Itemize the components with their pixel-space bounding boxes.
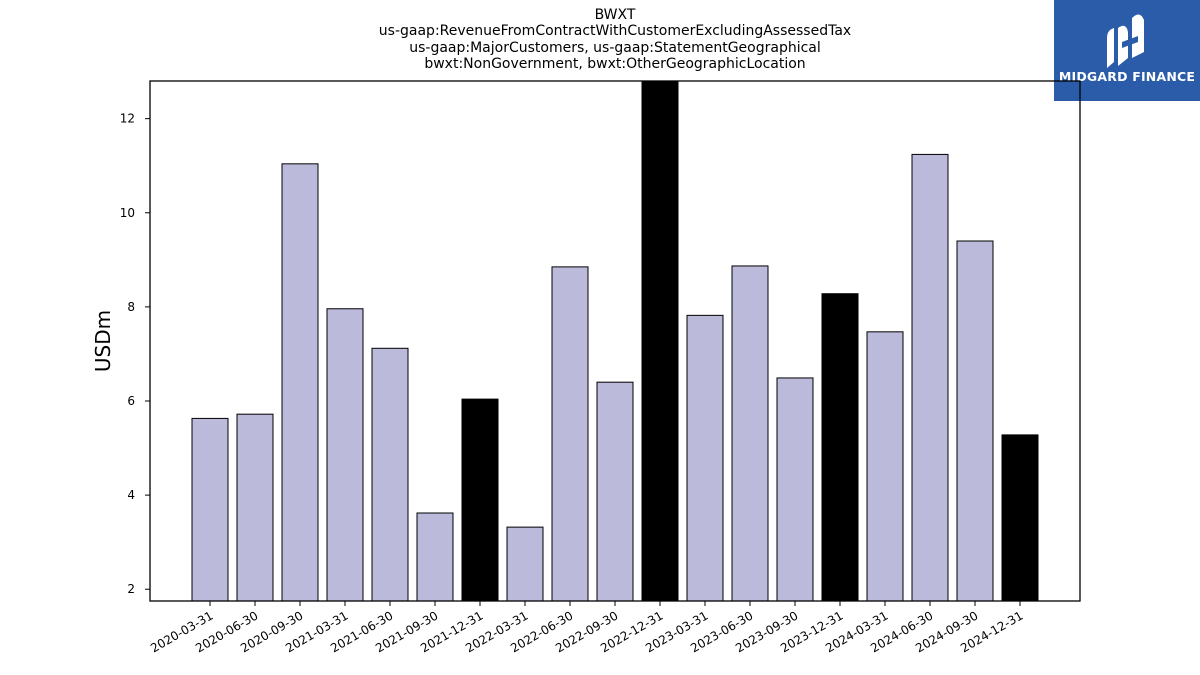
bar-2023-12-31 bbox=[821, 293, 859, 601]
chart-title-line-3: us-gaap:MajorCustomers, us-gaap:Statemen… bbox=[409, 39, 821, 56]
y-tick-label-10: 10 bbox=[120, 206, 135, 220]
bar-2024-09-30 bbox=[956, 240, 994, 601]
bar-2021-12-31 bbox=[461, 398, 499, 601]
bar-2021-09-30 bbox=[416, 512, 454, 601]
bar-2022-06-30 bbox=[551, 266, 589, 601]
chart-title-line-1: BWXT bbox=[594, 7, 636, 23]
y-tick-label-8: 8 bbox=[127, 300, 135, 314]
logo-mark-icon bbox=[1107, 14, 1144, 68]
logo-text: MIDGARD FINANCE bbox=[1058, 69, 1196, 84]
bar-2024-12-31 bbox=[1001, 434, 1039, 601]
bar-2023-03-31 bbox=[686, 314, 724, 601]
brand-logo: MIDGARD FINANCE bbox=[1054, 0, 1200, 101]
bar-2023-06-30 bbox=[731, 265, 769, 601]
bar-2022-12-31 bbox=[641, 81, 679, 601]
bar-2020-06-30 bbox=[236, 413, 274, 601]
y-tick-label-12: 12 bbox=[120, 112, 135, 126]
bar-2022-09-30 bbox=[596, 381, 634, 601]
bar-2023-09-30 bbox=[776, 377, 814, 601]
bar-2024-06-30 bbox=[911, 153, 949, 601]
bar-2020-09-30 bbox=[281, 163, 319, 601]
chart-title: BWXT us-gaap:RevenueFromContractWithCust… bbox=[150, 7, 1080, 73]
bar-2024-03-31 bbox=[866, 331, 904, 601]
chart-title-line-2: us-gaap:RevenueFromContractWithCustomerE… bbox=[378, 23, 852, 40]
bar-2020-03-31 bbox=[191, 417, 229, 601]
chart-title-line-4: bwxt:NonGovernment, bwxt:OtherGeographic… bbox=[424, 56, 806, 73]
y-tick-label-6: 6 bbox=[127, 394, 135, 408]
y-tick-label-2: 2 bbox=[127, 582, 135, 596]
bar-2021-03-31 bbox=[326, 308, 364, 601]
bar-2021-06-30 bbox=[371, 347, 409, 601]
y-axis-label: USDm bbox=[91, 310, 115, 372]
bar-2022-03-31 bbox=[506, 526, 544, 601]
y-tick-label-4: 4 bbox=[127, 488, 135, 502]
